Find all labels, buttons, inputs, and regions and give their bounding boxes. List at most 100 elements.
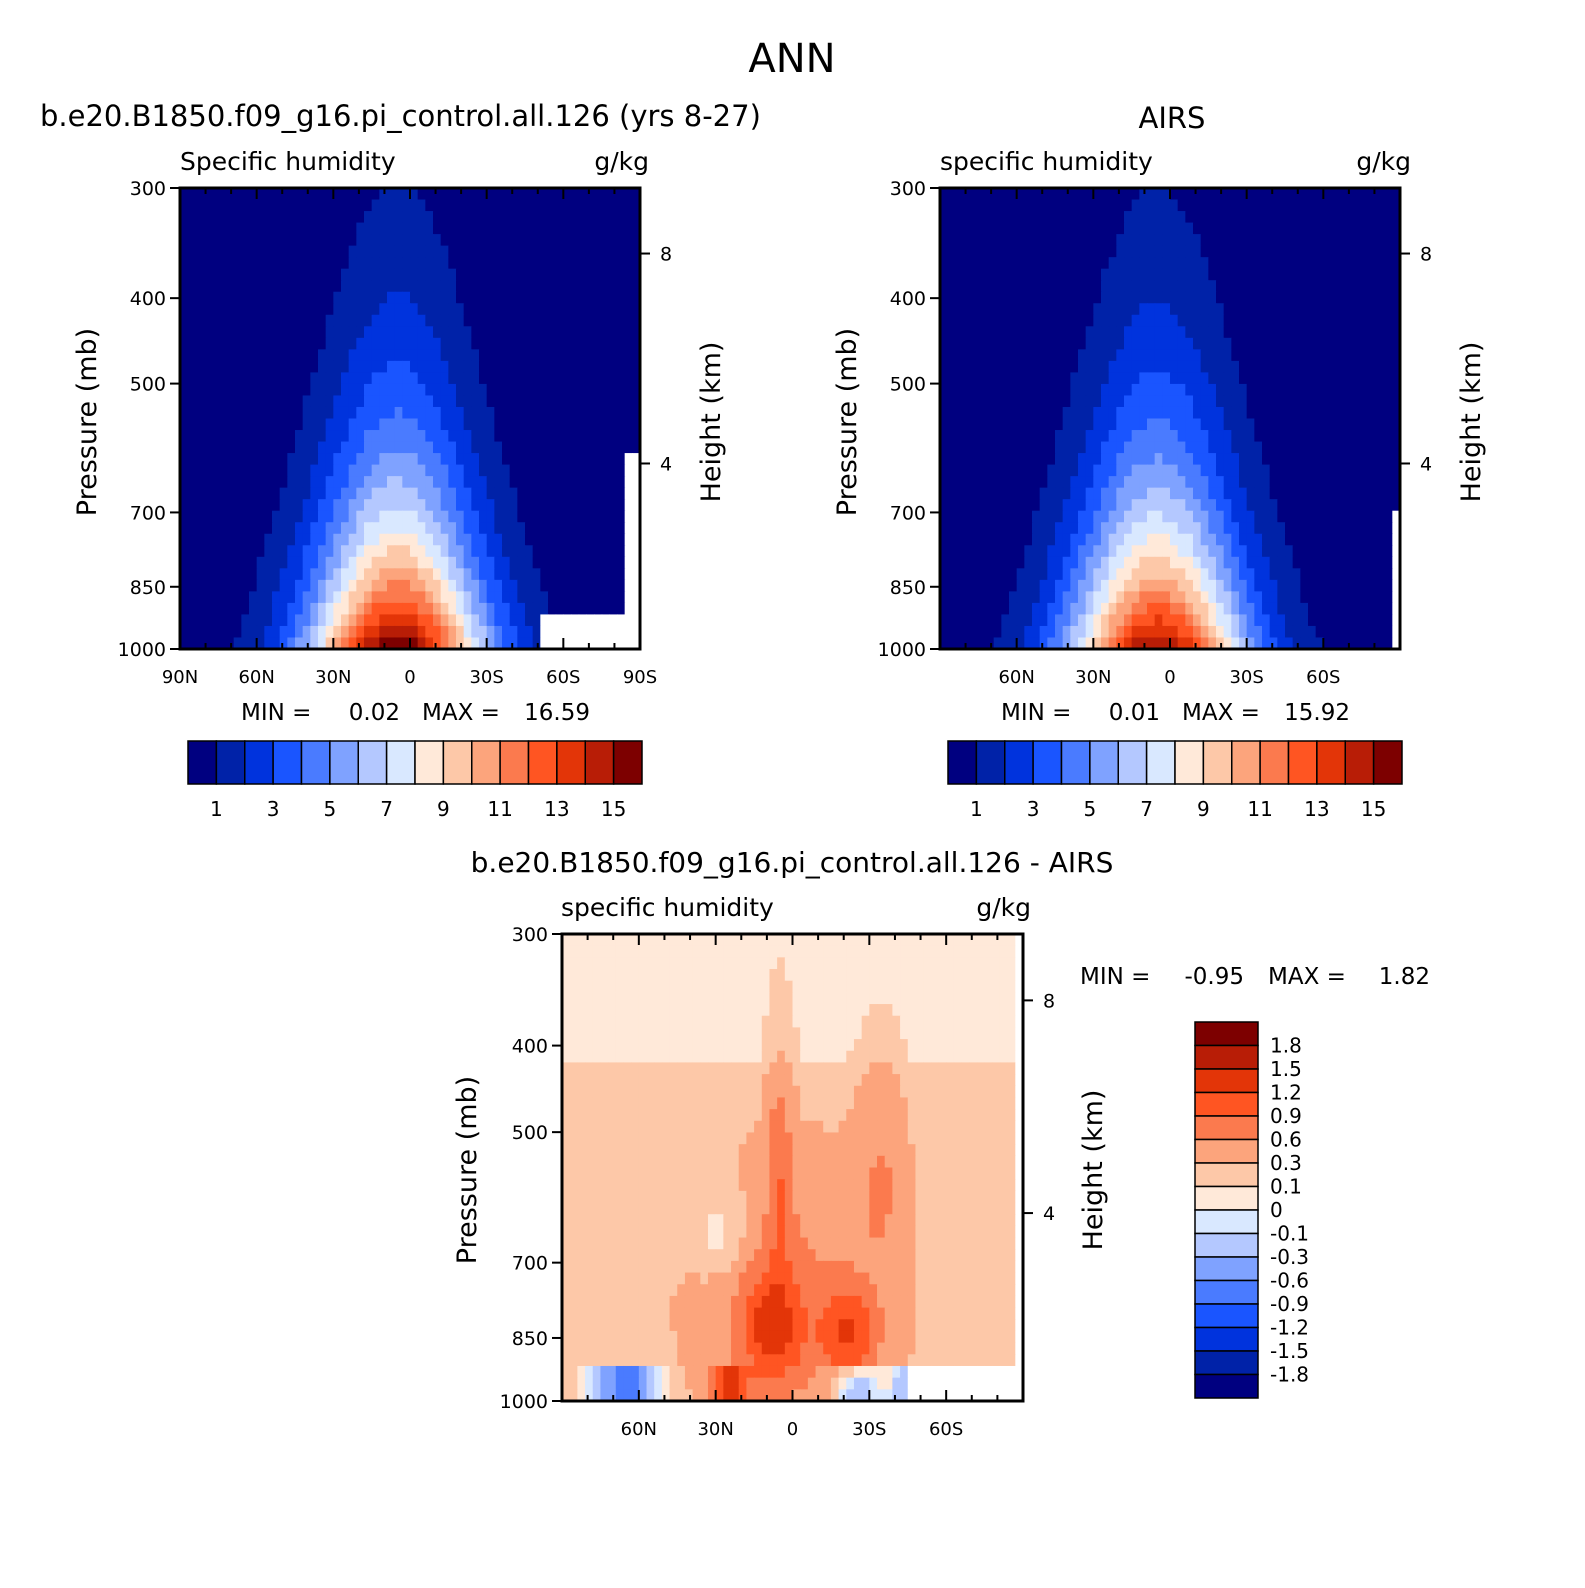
contour-cell xyxy=(272,372,281,385)
contour-cell xyxy=(394,280,403,293)
contour-cell xyxy=(249,211,258,224)
contour-cell xyxy=(387,591,396,604)
contour-cell xyxy=(609,188,618,201)
contour-cell xyxy=(509,245,518,258)
contour-cell xyxy=(425,418,434,431)
contour-cell xyxy=(1101,476,1110,489)
contour-cell xyxy=(970,499,979,512)
contour-cell xyxy=(1300,591,1309,604)
contour-cell xyxy=(1009,487,1018,500)
contour-cell xyxy=(1093,602,1102,616)
contour-cell xyxy=(272,602,281,616)
contour-cell xyxy=(1346,591,1355,604)
contour-cell xyxy=(1078,625,1087,639)
contour-cell xyxy=(479,453,488,466)
contour-cell xyxy=(993,545,1002,558)
contour-cell xyxy=(1055,314,1064,327)
contour-cell xyxy=(364,510,373,523)
contour-cell xyxy=(624,383,633,397)
contour-cell xyxy=(1231,222,1240,235)
contour-cell xyxy=(955,533,964,546)
contour-cell xyxy=(249,188,258,201)
contour-cell xyxy=(1047,188,1056,201)
contour-cell xyxy=(233,211,242,224)
contour-cell xyxy=(1062,280,1071,293)
contour-cell xyxy=(218,510,227,523)
contour-cell xyxy=(1377,637,1386,650)
contour-cell xyxy=(1185,291,1194,304)
contour-cell xyxy=(1254,211,1263,224)
contour-cell xyxy=(295,418,304,431)
contour-cell xyxy=(302,303,311,316)
contour-cell xyxy=(433,602,442,616)
contour-cell xyxy=(1070,487,1079,500)
contour-cell xyxy=(1116,430,1125,443)
contour-cell xyxy=(963,476,972,489)
contour-cell xyxy=(1116,395,1125,408)
contour-cell xyxy=(986,418,995,431)
contour-cell xyxy=(1108,395,1117,408)
contour-cell xyxy=(479,257,488,270)
contour-cell xyxy=(479,234,488,247)
contour-cell xyxy=(325,234,334,247)
contour-cell xyxy=(978,568,987,581)
contour-cell xyxy=(1354,614,1363,627)
contour-cell xyxy=(1108,303,1117,316)
contour-cell xyxy=(1246,199,1255,212)
contour-cell xyxy=(1101,533,1110,546)
contour-cell xyxy=(387,464,396,477)
contour-cell xyxy=(1361,326,1370,339)
contour-cell xyxy=(456,303,465,316)
contour-cell xyxy=(1116,303,1125,316)
contour-cell xyxy=(617,326,626,339)
contour-cell xyxy=(233,360,242,373)
contour-cell xyxy=(548,326,557,339)
contour-cell xyxy=(302,383,311,397)
contour-cell xyxy=(548,510,557,523)
contour-cell xyxy=(555,268,564,281)
contour-cell xyxy=(617,383,626,397)
contour-cell xyxy=(425,522,434,535)
contour-cell xyxy=(1047,337,1056,350)
contour-cell xyxy=(463,625,472,639)
colorbar-label: 7 xyxy=(380,797,393,821)
contour-cell xyxy=(440,222,449,235)
contour-cell xyxy=(387,568,396,581)
contour-cell xyxy=(1262,579,1271,592)
contour-cell xyxy=(1154,245,1163,258)
contour-cell xyxy=(1154,545,1163,558)
contour-cell xyxy=(947,418,956,431)
contour-cell xyxy=(1131,188,1140,201)
contour-cell xyxy=(978,499,987,512)
contour-cell xyxy=(1354,545,1363,558)
contour-cell xyxy=(617,199,626,212)
contour-cell xyxy=(509,199,518,212)
contour-cell xyxy=(180,372,189,385)
contour-cell xyxy=(1170,222,1179,235)
contour-cell xyxy=(1016,303,1025,316)
contour-cell xyxy=(1032,499,1041,512)
contour-cell xyxy=(540,499,549,512)
contour-cell xyxy=(955,303,964,316)
contour-cell xyxy=(1354,499,1363,512)
contour-cell xyxy=(218,245,227,258)
contour-cell xyxy=(1177,280,1186,293)
contour-cell xyxy=(448,406,457,420)
contour-cell xyxy=(348,406,357,420)
contour-cell xyxy=(1200,464,1209,477)
contour-cell xyxy=(1124,637,1133,650)
contour-cell xyxy=(1108,188,1117,201)
contour-cell xyxy=(203,257,212,270)
contour-cell xyxy=(187,257,196,270)
contour-cell xyxy=(1384,533,1393,546)
contour-cell xyxy=(463,326,472,339)
contour-cell xyxy=(1032,441,1041,454)
contour-cell xyxy=(333,614,342,627)
contour-cell xyxy=(494,395,503,408)
contour-cell xyxy=(1116,602,1125,616)
contour-cell xyxy=(256,211,265,224)
contour-cell xyxy=(1047,522,1056,535)
contour-cell xyxy=(978,280,987,293)
contour-cell xyxy=(1131,614,1140,627)
contour-cell xyxy=(1154,349,1163,362)
